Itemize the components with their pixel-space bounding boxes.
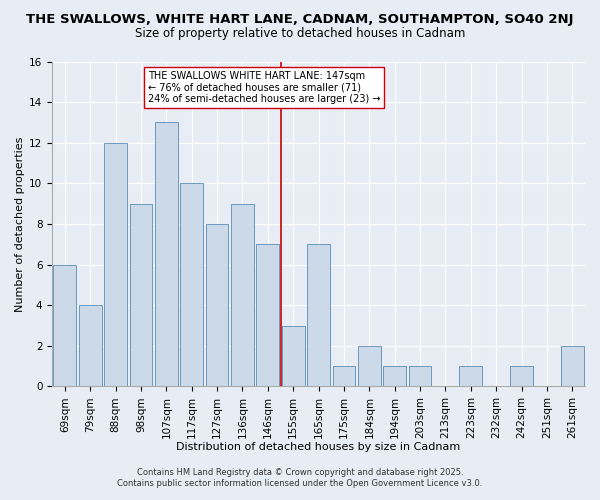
Bar [206,224,229,386]
Bar [155,122,178,386]
Bar [256,244,279,386]
Bar [460,366,482,386]
Bar [561,346,584,387]
Bar [383,366,406,386]
Bar [53,264,76,386]
Bar [130,204,152,386]
Bar [332,366,355,386]
Bar [231,204,254,386]
Bar [358,346,381,387]
Bar [104,142,127,386]
Text: Contains HM Land Registry data © Crown copyright and database right 2025.
Contai: Contains HM Land Registry data © Crown c… [118,468,482,487]
Text: Size of property relative to detached houses in Cadnam: Size of property relative to detached ho… [135,28,465,40]
Bar [282,326,305,386]
Bar [79,305,101,386]
Bar [180,184,203,386]
Bar [307,244,330,386]
Bar [409,366,431,386]
X-axis label: Distribution of detached houses by size in Cadnam: Distribution of detached houses by size … [176,442,461,452]
Y-axis label: Number of detached properties: Number of detached properties [15,136,25,312]
Text: THE SWALLOWS WHITE HART LANE: 147sqm
← 76% of detached houses are smaller (71)
2: THE SWALLOWS WHITE HART LANE: 147sqm ← 7… [148,71,380,104]
Text: THE SWALLOWS, WHITE HART LANE, CADNAM, SOUTHAMPTON, SO40 2NJ: THE SWALLOWS, WHITE HART LANE, CADNAM, S… [26,12,574,26]
Bar [510,366,533,386]
